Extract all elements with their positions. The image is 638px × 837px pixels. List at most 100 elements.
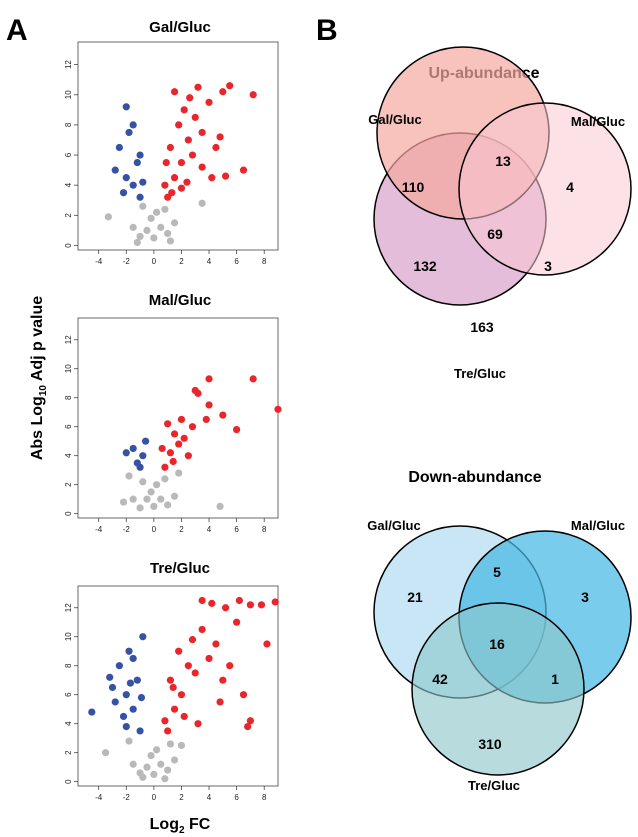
point-down-tre-gluc: [126, 679, 135, 687]
point-ns-mal-gluc: [129, 495, 137, 503]
point-down-gal-gluc: [119, 189, 128, 197]
point-down-tre-gluc: [122, 722, 130, 731]
point-up-tre-gluc: [239, 691, 248, 699]
point-down-gal-gluc: [129, 121, 137, 129]
point-up-gal-gluc: [170, 174, 179, 182]
point-up-tre-gluc: [169, 683, 177, 692]
venn-up-abundance: Up-abundance Gal/Gluc Mal/Gluc Tre/Gluc …: [368, 46, 632, 381]
point-up-tre-gluc: [263, 640, 271, 648]
venn-up-label-mal: Mal/Gluc: [571, 114, 625, 129]
y-tick-label: 0: [64, 243, 73, 248]
point-up-mal-gluc: [175, 440, 183, 448]
point-down-gal-gluc: [125, 128, 133, 137]
point-ns-tre-gluc: [177, 741, 186, 750]
point-ns-tre-gluc: [143, 763, 151, 771]
point-up-gal-gluc: [184, 136, 192, 144]
x-tick-label: -4: [95, 525, 103, 534]
point-up-gal-gluc: [177, 184, 186, 192]
point-up-tre-gluc: [216, 698, 224, 706]
point-up-mal-gluc: [169, 457, 177, 466]
point-up-mal-gluc: [184, 452, 192, 460]
point-up-gal-gluc: [177, 158, 186, 167]
point-up-gal-gluc: [221, 172, 230, 180]
venn-down-count-gal-only: 21: [407, 589, 423, 605]
x-tick-label: -2: [123, 525, 131, 534]
venn-up-label-gal: Gal/Gluc: [368, 112, 421, 127]
point-down-gal-gluc: [136, 193, 144, 201]
point-ns-tre-gluc: [139, 773, 147, 781]
point-up-tre-gluc: [235, 596, 243, 605]
point-ns-gal-gluc: [198, 199, 206, 207]
point-ns-gal-gluc: [161, 205, 169, 213]
point-up-gal-gluc: [216, 133, 224, 141]
y-tick-label: 4: [64, 182, 73, 187]
point-ns-gal-gluc: [166, 237, 175, 245]
point-up-mal-gluc: [166, 449, 175, 457]
point-up-mal-gluc: [249, 375, 257, 383]
point-up-gal-gluc: [191, 113, 199, 121]
point-ns-gal-gluc: [164, 229, 172, 238]
x-tick-label: 2: [179, 257, 184, 266]
point-up-mal-gluc: [180, 434, 188, 442]
x-tick-label: 6: [234, 793, 239, 802]
point-down-gal-gluc: [136, 151, 144, 159]
venn-down-count-tre-only: 310: [478, 736, 502, 752]
venn-up-count-tre-only: 163: [470, 319, 494, 335]
venn-down-count-mal-tre: 1: [551, 671, 559, 687]
point-up-gal-gluc: [161, 181, 169, 189]
point-down-tre-gluc: [115, 662, 123, 670]
point-ns-mal-gluc: [139, 478, 147, 486]
y-tick-label: 8: [64, 663, 73, 668]
y-tick-label: 4: [64, 453, 73, 458]
point-up-tre-gluc: [212, 640, 220, 648]
y-tick-label: 4: [64, 721, 73, 726]
x-tick-label: -4: [95, 257, 103, 266]
y-axis-label-rest: Adj p value: [29, 296, 46, 385]
point-up-gal-gluc: [239, 166, 248, 174]
plot-frame-mal-gluc: [77, 317, 279, 519]
point-down-gal-gluc: [122, 174, 130, 182]
point-up-gal-gluc: [175, 121, 183, 129]
point-up-tre-gluc: [246, 601, 255, 609]
venn-down-count-gal-tre: 42: [432, 671, 448, 687]
point-ns-tre-gluc: [147, 751, 155, 760]
point-ns-gal-gluc: [143, 226, 151, 235]
y-tick-label: 2: [64, 213, 73, 218]
point-up-tre-gluc: [175, 647, 183, 655]
point-down-tre-gluc: [136, 727, 144, 735]
point-up-mal-gluc: [205, 375, 213, 383]
x-axis-label-text: Log: [150, 816, 179, 833]
point-down-tre-gluc: [88, 708, 96, 716]
point-up-gal-gluc: [249, 91, 257, 99]
venn-down-circle-tre: [411, 602, 585, 776]
venn-down-count-gal-mal: 5: [493, 564, 501, 580]
point-ns-gal-gluc: [139, 202, 147, 210]
point-up-mal-gluc: [233, 425, 241, 434]
point-down-tre-gluc: [106, 673, 114, 681]
point-down-gal-gluc: [115, 143, 123, 152]
point-down-tre-gluc: [129, 705, 137, 713]
point-up-mal-gluc: [164, 420, 172, 428]
y-tick-label: 10: [64, 90, 73, 99]
venn-title-down: Down-abundance: [408, 469, 541, 486]
x-tick-label: 8: [262, 793, 267, 802]
point-up-tre-gluc: [257, 601, 266, 609]
volcano-title-gal-gluc: Gal/Gluc: [149, 19, 211, 36]
point-up-tre-gluc: [177, 691, 186, 699]
point-down-mal-gluc: [141, 437, 150, 445]
point-down-mal-gluc: [122, 449, 130, 457]
point-up-tre-gluc: [226, 662, 234, 670]
venn-up-count-gal-mal: 13: [495, 153, 511, 169]
point-down-tre-gluc: [108, 683, 117, 692]
point-ns-mal-gluc: [119, 498, 128, 506]
point-ns-mal-gluc: [170, 492, 179, 500]
y-tick-label: 8: [64, 122, 73, 127]
point-ns-mal-gluc: [153, 481, 161, 489]
point-ns-gal-gluc: [129, 223, 137, 231]
point-up-mal-gluc: [194, 389, 202, 397]
point-down-tre-gluc: [122, 691, 130, 699]
venn-down-label-mal: Mal/Gluc: [571, 518, 625, 533]
point-ns-gal-gluc: [133, 238, 141, 247]
venn-up-count-mal-tre: 3: [544, 258, 552, 274]
